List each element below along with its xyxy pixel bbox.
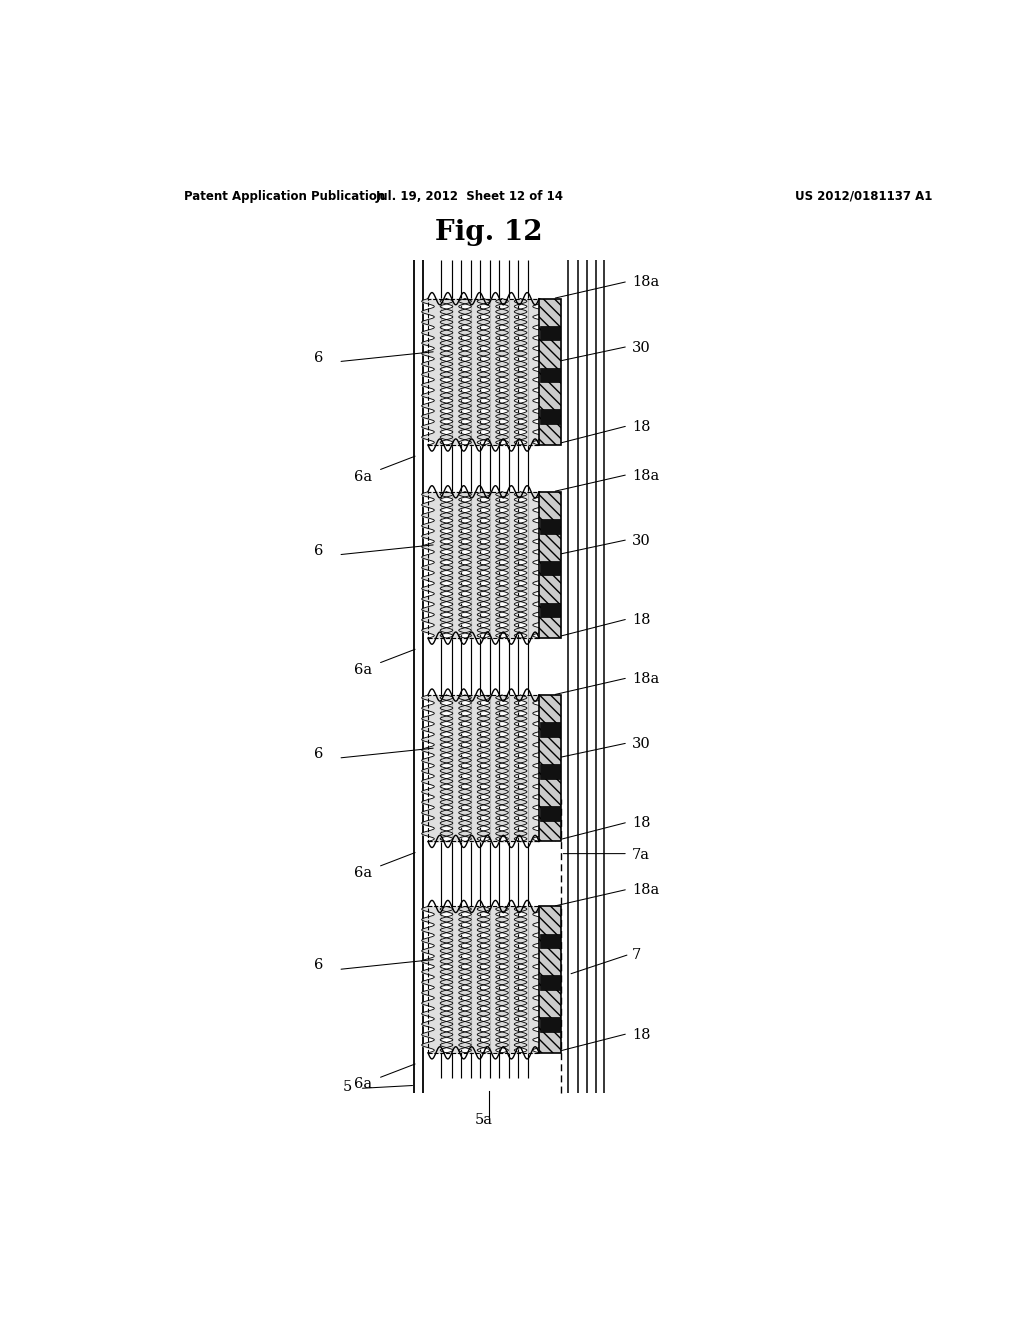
Bar <box>540 368 560 383</box>
Text: 6a: 6a <box>354 470 373 483</box>
Text: 7a: 7a <box>632 847 650 862</box>
Text: 18: 18 <box>632 612 650 627</box>
Bar <box>540 519 560 533</box>
Bar <box>540 409 560 424</box>
Text: 30: 30 <box>632 341 650 355</box>
Text: Patent Application Publication: Patent Application Publication <box>183 190 385 203</box>
Bar <box>539 492 560 638</box>
Text: 6: 6 <box>314 351 324 364</box>
Text: 18a: 18a <box>632 276 659 289</box>
Bar <box>428 696 539 841</box>
Text: 18: 18 <box>632 420 650 434</box>
Bar <box>539 298 560 445</box>
Text: 5: 5 <box>342 1081 351 1094</box>
Text: 6: 6 <box>314 544 324 558</box>
Bar <box>540 764 560 779</box>
Text: 6a: 6a <box>354 663 373 677</box>
Text: 18a: 18a <box>632 469 659 483</box>
Bar <box>539 907 560 1053</box>
Text: 18a: 18a <box>632 672 659 686</box>
Text: 7: 7 <box>632 948 641 962</box>
Text: 18a: 18a <box>632 883 659 898</box>
Bar <box>540 561 560 576</box>
Bar <box>540 975 560 990</box>
Bar <box>540 722 560 737</box>
Bar <box>540 603 560 618</box>
Bar <box>540 933 560 948</box>
Text: 18: 18 <box>632 1027 650 1041</box>
Text: 5a: 5a <box>475 1113 493 1127</box>
Bar <box>428 492 539 638</box>
Text: 30: 30 <box>632 737 650 751</box>
Text: 6: 6 <box>314 747 324 762</box>
Text: Fig. 12: Fig. 12 <box>435 219 543 247</box>
Bar <box>540 326 560 341</box>
Bar <box>540 807 560 821</box>
Bar <box>428 907 539 1053</box>
Text: 6a: 6a <box>354 1077 373 1092</box>
Bar <box>540 1018 560 1032</box>
Text: 30: 30 <box>632 533 650 548</box>
Text: 6a: 6a <box>354 866 373 880</box>
Bar <box>428 298 539 445</box>
Text: 18: 18 <box>632 816 650 830</box>
Text: 6: 6 <box>314 958 324 973</box>
Bar <box>539 696 560 841</box>
Text: US 2012/0181137 A1: US 2012/0181137 A1 <box>795 190 932 203</box>
Text: Jul. 19, 2012  Sheet 12 of 14: Jul. 19, 2012 Sheet 12 of 14 <box>375 190 563 203</box>
